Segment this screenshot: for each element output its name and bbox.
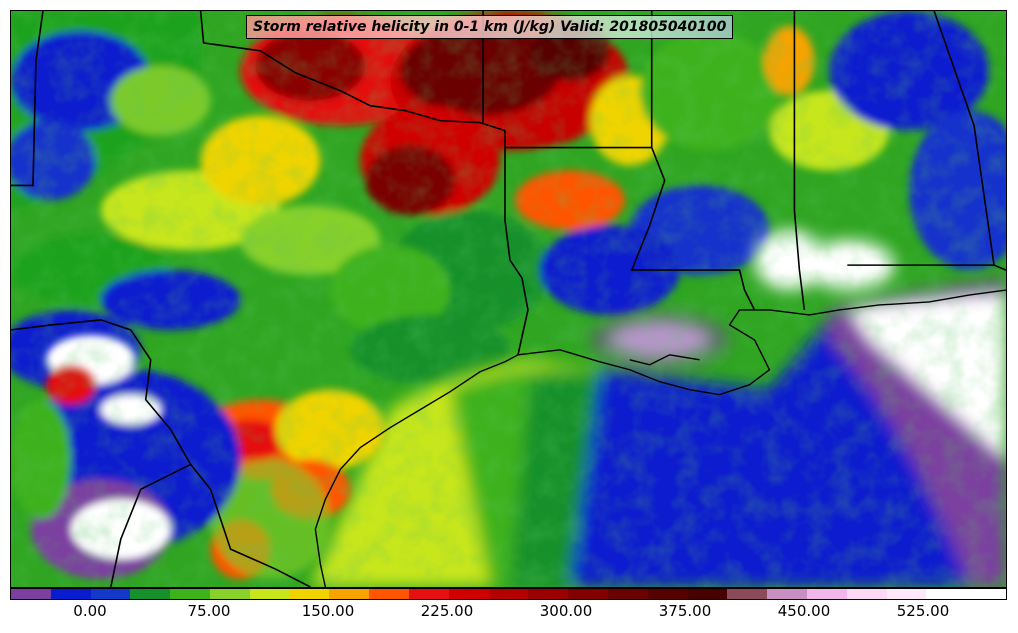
state-boundaries <box>11 11 1006 587</box>
colorbar-segment <box>249 589 290 599</box>
colorbar-segment <box>568 589 608 599</box>
colorbar-tick-label: 225.00 <box>420 602 474 620</box>
colorbar-segment <box>767 589 807 599</box>
colorbar-segment <box>289 589 330 599</box>
colorbar-segment <box>488 589 529 599</box>
colorbar-tick-labels: 0.00 75.00 150.00 225.00 300.00 375.00 450.00 5… <box>10 602 1007 624</box>
colorbar-segment <box>727 589 768 599</box>
colorbar-tick-label: 300.00 <box>539 602 593 620</box>
map-title: Storm relative helicity in 0-1 km (J/kg)… <box>246 15 734 39</box>
colorbar-segment <box>50 589 91 599</box>
helicity-map <box>11 11 1006 587</box>
colorbar-segment <box>806 589 847 599</box>
colorbar-tick-label: 525.00 <box>896 602 950 620</box>
colorbar-segment <box>408 589 449 599</box>
colorbar-segment <box>846 589 887 599</box>
colorbar <box>10 588 1007 600</box>
colorbar-segment <box>647 589 688 599</box>
colorbar-segment <box>369 589 409 599</box>
field-texture <box>11 11 1006 587</box>
colorbar-segment <box>90 589 131 599</box>
colorbar-segment <box>607 589 648 599</box>
colorbar-tick-label: 0.00 <box>73 602 107 620</box>
colorbar-segment <box>209 589 250 599</box>
colorbar-tick-label: 375.00 <box>658 602 712 620</box>
colorbar-tick-label: 450.00 <box>777 602 831 620</box>
colorbar-segment <box>11 589 51 599</box>
coastline <box>314 289 1006 587</box>
colorbar-segment <box>528 589 569 599</box>
colorbar-segment <box>966 589 1006 599</box>
colorbar-tick-label: 75.00 <box>187 602 231 620</box>
map-panel <box>10 10 1007 588</box>
colorbar-segment <box>170 589 210 599</box>
colorbar-segment <box>329 589 370 599</box>
colorbar-segment <box>687 589 728 599</box>
colorbar-segment <box>448 589 489 599</box>
colorbar-tick-label: 150.00 <box>301 602 355 620</box>
colorbar-segment <box>926 589 967 599</box>
colorbar-segment <box>130 589 171 599</box>
colorbar-segment <box>886 589 927 599</box>
